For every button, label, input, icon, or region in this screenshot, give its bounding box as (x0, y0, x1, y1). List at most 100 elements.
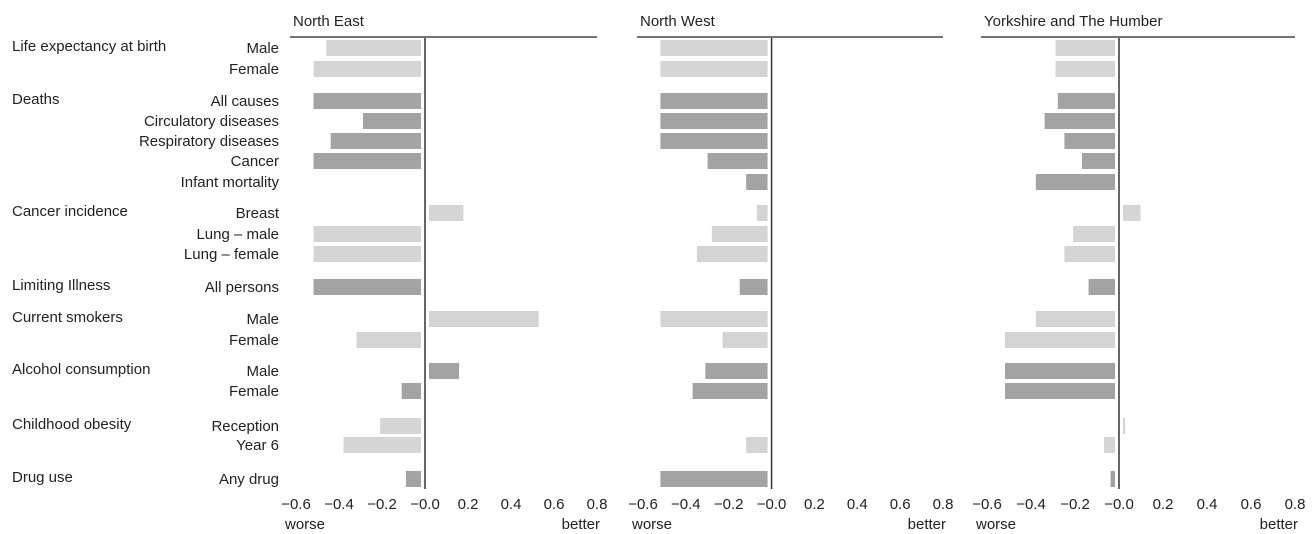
x-tick-label: −0.0 (410, 496, 440, 513)
bar (660, 93, 768, 109)
x-tick-label: 0.6 (544, 496, 565, 513)
bar (405, 471, 421, 487)
row-label: Circulatory diseases (144, 113, 279, 130)
bar (313, 153, 421, 169)
x-tick-label: 0.4 (1197, 496, 1218, 513)
bar (1123, 418, 1126, 434)
bar (1005, 332, 1115, 348)
bar (1064, 246, 1115, 262)
bar (660, 133, 768, 149)
x-tick-label: 0.2 (1153, 496, 1174, 513)
row-label: Reception (211, 418, 279, 435)
bar (1064, 133, 1115, 149)
bar (1123, 205, 1141, 221)
row-label: Respiratory diseases (139, 133, 279, 150)
bar (660, 40, 768, 56)
row-label: Male (246, 311, 279, 328)
row-label: Infant mortality (181, 174, 280, 191)
bar (326, 40, 421, 56)
x-tick-label: −0.4 (324, 496, 354, 513)
panel-title: Yorkshire and The Humber (984, 13, 1162, 30)
panel-title: North West (640, 13, 716, 30)
x-tick-label: 0.4 (501, 496, 522, 513)
group-label: Deaths (12, 91, 60, 108)
bar (313, 279, 421, 295)
bar (722, 332, 768, 348)
bar (343, 437, 421, 453)
x-tick-label: −0.4 (1016, 496, 1046, 513)
bar (362, 113, 421, 129)
bar (1055, 40, 1115, 56)
axis-label-worse: worse (975, 516, 1016, 533)
bar (1088, 279, 1115, 295)
x-tick-label: −0.0 (757, 496, 787, 513)
bar (1110, 471, 1115, 487)
bar (1082, 153, 1115, 169)
axis-label-better: better (908, 516, 946, 533)
row-label: Male (246, 40, 279, 57)
x-tick-label: 0.6 (1241, 496, 1262, 513)
bar (313, 61, 421, 77)
row-label: Cancer (231, 153, 279, 170)
bar (1073, 226, 1115, 242)
group-label: Limiting Illness (12, 277, 110, 294)
bar (313, 226, 421, 242)
bar (429, 311, 539, 327)
row-label: All causes (211, 93, 279, 110)
bar (1104, 437, 1115, 453)
row-label: Female (229, 61, 279, 78)
x-tick-label: 0.8 (933, 496, 954, 513)
group-label: Alcohol consumption (12, 361, 150, 378)
row-label: Female (229, 332, 279, 349)
bar (1057, 93, 1115, 109)
group-label: Life expectancy at birth (12, 38, 166, 55)
x-tick-label: −0.0 (1104, 496, 1134, 513)
x-tick-label: 0.4 (847, 496, 868, 513)
axis-label-better: better (1260, 516, 1298, 533)
bar (313, 93, 421, 109)
x-tick-label: 0.2 (804, 496, 825, 513)
row-label: Male (246, 363, 279, 380)
row-label: Any drug (219, 471, 279, 488)
row-label: Year 6 (236, 437, 279, 454)
x-tick-label: 0.8 (587, 496, 608, 513)
x-tick-label: 0.8 (1285, 496, 1306, 513)
bar (313, 246, 421, 262)
axis-label-worse: worse (631, 516, 672, 533)
group-label: Drug use (12, 469, 73, 486)
bar (660, 113, 768, 129)
x-tick-label: −0.6 (628, 496, 658, 513)
bar (705, 363, 768, 379)
bar (356, 332, 421, 348)
row-label: Lung – male (196, 226, 279, 243)
axis-label-better: better (562, 516, 600, 533)
x-tick-label: −0.6 (281, 496, 311, 513)
bar (401, 383, 421, 399)
bar (660, 471, 768, 487)
bar (660, 61, 768, 77)
x-tick-label: −0.4 (671, 496, 701, 513)
bar (692, 383, 768, 399)
group-label: Childhood obesity (12, 416, 132, 433)
row-label: Breast (236, 205, 280, 222)
bar (739, 279, 768, 295)
bar (1035, 174, 1115, 190)
group-label: Cancer incidence (12, 203, 128, 220)
bar (711, 226, 768, 242)
bar (660, 311, 768, 327)
bar (330, 133, 421, 149)
x-tick-label: −0.6 (972, 496, 1002, 513)
axis-label-worse: worse (284, 516, 325, 533)
x-tick-label: 0.2 (458, 496, 479, 513)
bar (1055, 61, 1115, 77)
row-label: Female (229, 383, 279, 400)
bar (746, 437, 768, 453)
row-label: Lung – female (184, 246, 279, 263)
bar (380, 418, 421, 434)
bar (429, 205, 464, 221)
bar (707, 153, 768, 169)
panel-title: North East (293, 13, 365, 30)
bar (696, 246, 768, 262)
row-label: All persons (205, 279, 279, 296)
